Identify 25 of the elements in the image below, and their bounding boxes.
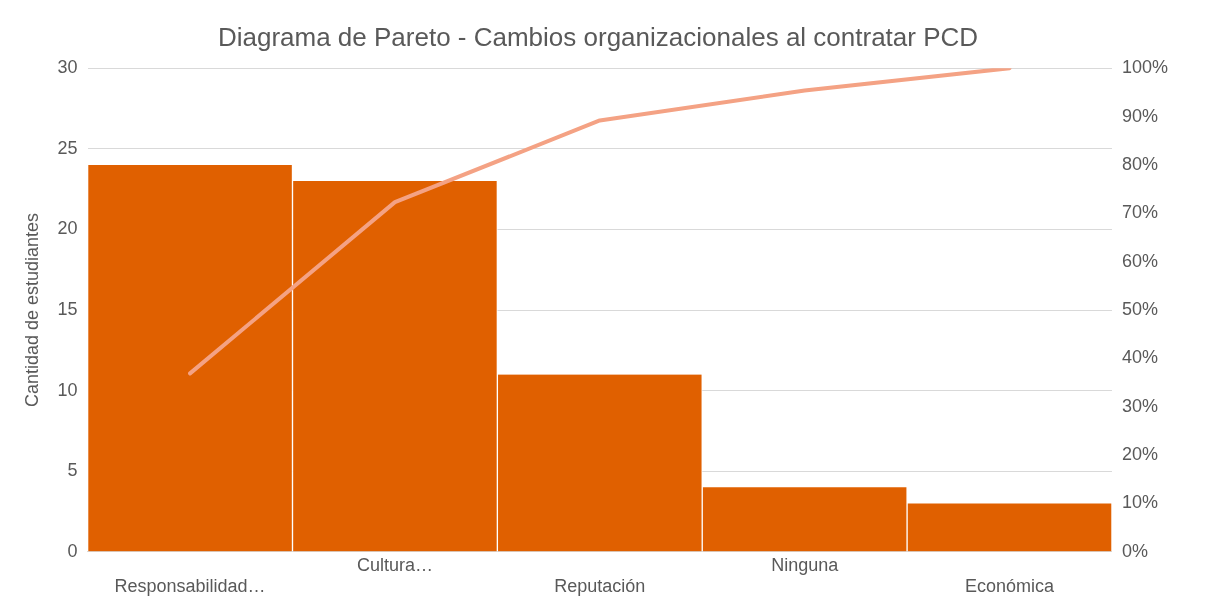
- y2-tick-label: 30%: [1121, 395, 1158, 416]
- y-tick-label: 20: [57, 218, 78, 239]
- x-tick-label: Económica: [965, 576, 1056, 597]
- y2-tick-label: 50%: [1121, 298, 1158, 319]
- x-tick-label: Responsabilidad…: [114, 576, 266, 597]
- y2-tick-label: 20%: [1121, 444, 1158, 465]
- y2-tick-label: 90%: [1121, 105, 1158, 126]
- y-tick-label: 25: [57, 137, 78, 158]
- y-axis-title: Cantidad de estudiantes: [21, 212, 42, 408]
- y-tick-label: 0: [67, 540, 78, 561]
- chart-title: Diagrama de Pareto - Cambios organizacionales al contratar PCD: [217, 21, 979, 52]
- y2-tick-label: 80%: [1121, 153, 1158, 174]
- y-tick-label: 5: [67, 460, 78, 481]
- y2-tick-label: 70%: [1121, 202, 1158, 223]
- y2-tick-label: 40%: [1121, 347, 1158, 368]
- x-tick-label: Reputación: [554, 576, 646, 597]
- x-tick-label: Ninguna: [771, 554, 840, 575]
- y-tick-label: 15: [57, 298, 78, 319]
- y2-tick-label: 10%: [1121, 492, 1158, 513]
- x-tick-label: Cultura…: [356, 554, 433, 575]
- y2-tick-label: 100%: [1121, 57, 1169, 78]
- y-tick-label: 10: [57, 379, 78, 400]
- y-tick-label: 30: [57, 57, 78, 78]
- y2-tick-label: 60%: [1121, 250, 1158, 271]
- y2-tick-label: 0%: [1121, 540, 1148, 561]
